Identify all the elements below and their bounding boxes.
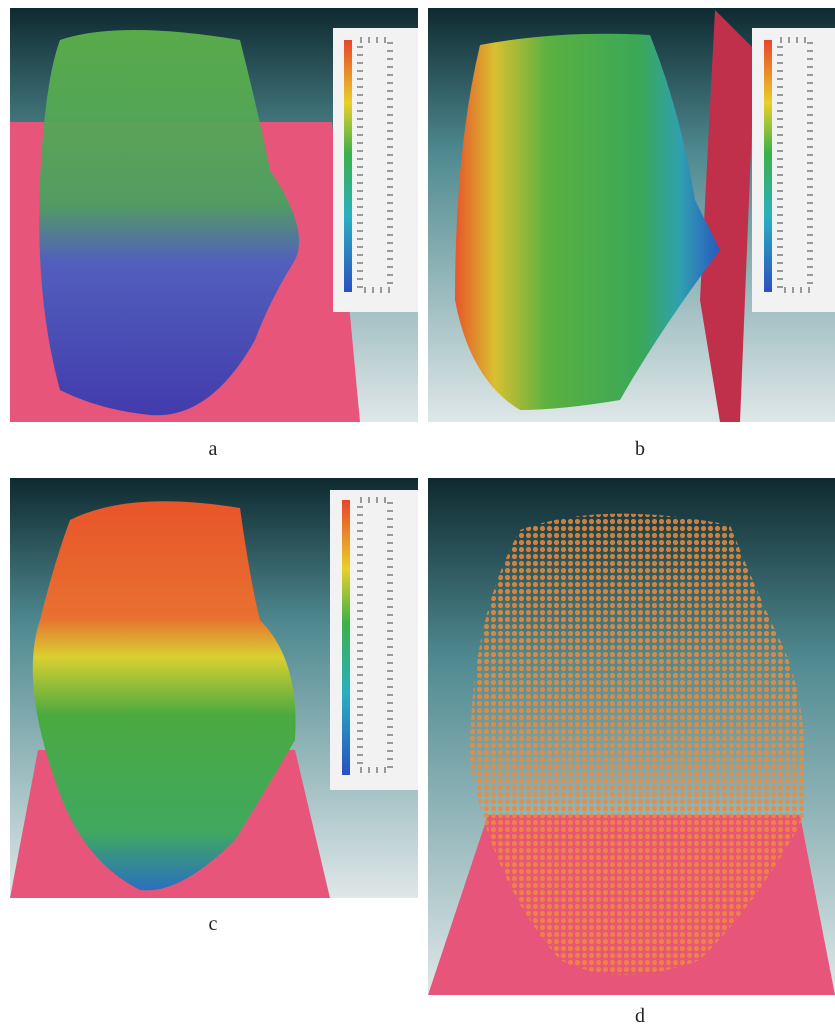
panel-label: b — [635, 438, 645, 460]
panel-label: d — [635, 1005, 645, 1027]
panel-label: c — [209, 913, 218, 935]
panel-label: a — [209, 438, 218, 460]
panel-d — [428, 478, 835, 995]
page: a b c d (() => { const data = JSON.parse… — [0, 0, 835, 1030]
figure: a b c d — [0, 0, 835, 1030]
panel-c — [10, 478, 418, 898]
panel-b — [428, 8, 835, 422]
panel-a — [10, 8, 418, 422]
